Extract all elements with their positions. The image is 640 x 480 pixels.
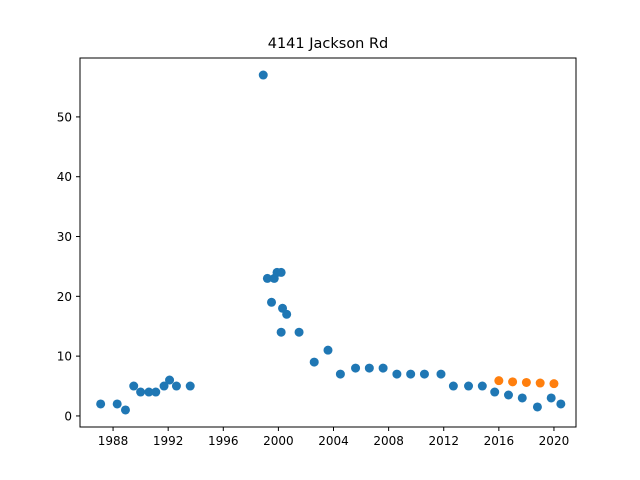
data-point-series-1	[276, 327, 286, 337]
data-point-series-1	[159, 381, 169, 391]
x-tick-label: 1996	[208, 434, 239, 448]
x-axis: 1988 1992 1996 2000 2004 2008 2012 2016 2020	[98, 427, 569, 448]
data-point-series-2	[549, 379, 559, 389]
data-point-series-1	[406, 369, 416, 379]
data-point-series-1	[276, 267, 286, 277]
plot-frame	[79, 57, 577, 428]
x-tick-label: 1988	[98, 434, 129, 448]
data-point-series-1	[112, 399, 122, 409]
x-tick-label: 1992	[153, 434, 184, 448]
data-point-series-1	[144, 387, 154, 397]
data-point-series-1	[96, 399, 106, 409]
data-point-series-1	[171, 381, 181, 391]
data-point-series-1	[136, 387, 146, 397]
data-point-series-1	[335, 369, 345, 379]
data-point-series-1	[464, 381, 474, 391]
x-tick-label: 2000	[263, 434, 294, 448]
y-tick-label: 40	[57, 170, 72, 184]
data-point-series-1	[477, 381, 487, 391]
y-axis: 0 10 20 30 40 50	[57, 110, 80, 423]
data-point-series-1	[129, 381, 139, 391]
chart-title: 4141 Jackson Rd	[268, 36, 389, 52]
data-point-series-1	[351, 363, 361, 373]
data-point-series-1	[309, 357, 319, 367]
data-point-series-1	[378, 363, 388, 373]
y-tick-label: 20	[57, 290, 72, 304]
x-tick-label: 2008	[373, 434, 404, 448]
data-point-series-1	[490, 387, 500, 397]
data-point-series-1	[262, 273, 272, 283]
y-tick-label: 10	[57, 350, 72, 364]
data-point-series-2	[494, 376, 504, 386]
data-point-series-1	[503, 390, 513, 400]
y-tick-label: 30	[57, 230, 72, 244]
data-point-series-1	[282, 309, 292, 319]
data-point-series-1	[436, 369, 446, 379]
data-point-series-1	[364, 363, 374, 373]
data-point-series-1	[120, 405, 130, 415]
data-point-series-1	[419, 369, 429, 379]
y-tick-label: 0	[64, 409, 72, 423]
data-point-series-1	[532, 402, 542, 412]
y-tick-label: 50	[57, 110, 72, 124]
data-point-series-1	[448, 381, 458, 391]
data-point-series-1	[517, 393, 527, 403]
data-point-series-1	[392, 369, 402, 379]
x-tick-label: 2012	[428, 434, 459, 448]
data-point-series-2	[508, 377, 518, 387]
data-point-series-1	[267, 297, 277, 307]
data-point-series-1	[294, 327, 304, 337]
data-point-series-1	[165, 375, 175, 385]
data-point-series-1	[185, 381, 195, 391]
data-points	[96, 70, 566, 415]
x-tick-label: 2016	[484, 434, 515, 448]
data-point-series-2	[535, 378, 545, 388]
data-point-series-1	[323, 345, 333, 355]
x-tick-label: 2020	[539, 434, 570, 448]
data-point-series-1	[258, 70, 268, 80]
data-point-series-2	[521, 377, 531, 387]
x-tick-label: 2004	[318, 434, 349, 448]
data-point-series-1	[556, 399, 566, 409]
data-point-series-1	[151, 387, 161, 397]
data-point-series-1	[546, 393, 556, 403]
